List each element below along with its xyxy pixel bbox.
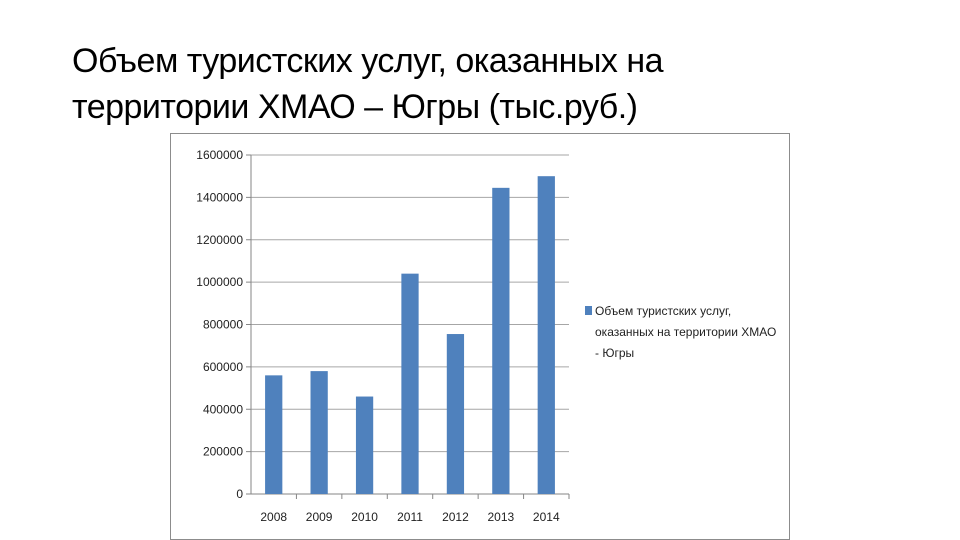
y-tick-label: 0 — [236, 487, 243, 501]
x-tick-label-2008: 2008 — [260, 510, 287, 524]
x-tick-label-2009: 2009 — [306, 510, 333, 524]
y-tick-label: 600000 — [203, 360, 243, 374]
chart-frame: 0 200000 400000 600000 800000 1000000 1200000 1… — [170, 133, 790, 540]
x-tick-label-2012: 2012 — [442, 510, 469, 524]
slide-title-line-1: Объем туристских услуг, оказанных на — [72, 42, 664, 80]
bar-2014 — [537, 176, 555, 494]
y-tick-label: 1200000 — [196, 233, 243, 247]
bar-2008 — [265, 375, 283, 494]
bar-2010 — [355, 396, 374, 494]
legend-swatch — [585, 306, 592, 315]
bar-2009 — [310, 371, 328, 494]
bar-2011 — [401, 273, 419, 494]
x-tick-label-2011: 2011 — [397, 510, 423, 524]
bar-2013 — [492, 187, 510, 494]
y-tick-label: 200000 — [203, 445, 243, 459]
slide-title-line-2: территории ХМАО – Югры (тыс.руб.) — [72, 88, 638, 126]
y-tick-label: 1400000 — [196, 190, 243, 204]
legend-label: Объем туристских услуг, оказанных на терр… — [595, 304, 776, 360]
bar-2012 — [446, 334, 465, 494]
y-tick-label: 1000000 — [196, 275, 243, 289]
slide-title: Объем туристских услуг, оказанных на тер… — [72, 38, 892, 130]
y-tick-label: 800000 — [203, 318, 243, 332]
bar-chart: 0 200000 400000 600000 800000 1000000 1200000 1… — [196, 148, 776, 524]
y-tick-label: 1600000 — [196, 148, 243, 162]
x-tick-label-2010: 2010 — [351, 510, 378, 524]
y-tick-label: 400000 — [203, 402, 243, 416]
x-tick-label-2014: 2014 — [533, 510, 560, 524]
x-tick-label-2013: 2013 — [488, 510, 515, 524]
